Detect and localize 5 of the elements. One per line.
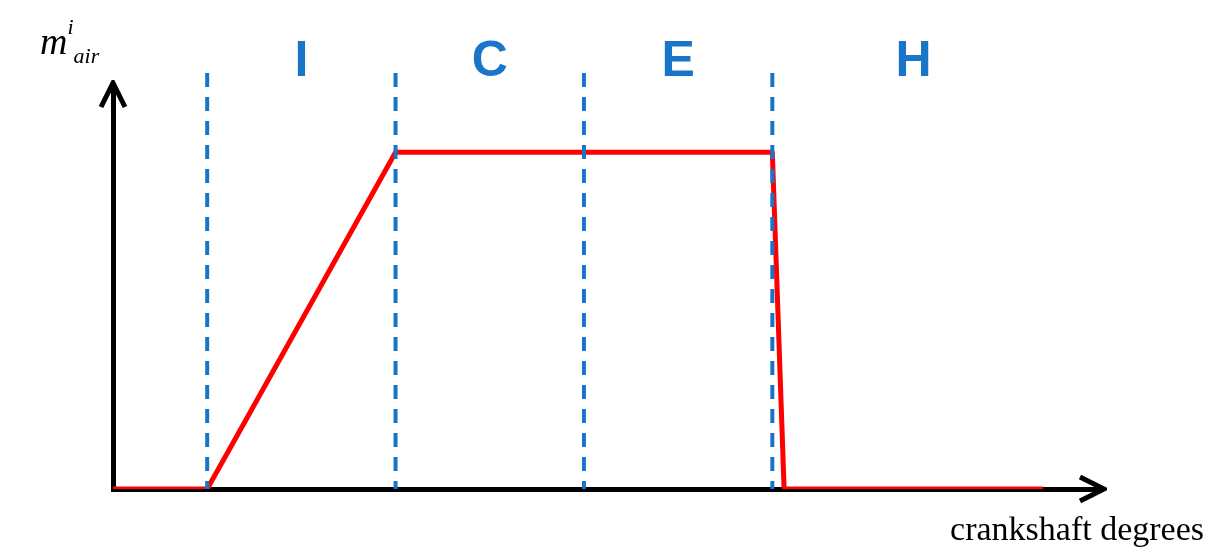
text: H [895,30,932,87]
text: I [294,30,309,87]
text: E [661,30,695,87]
text: C [471,30,508,87]
x-axis-title: crankshaft degrees [950,510,1204,548]
